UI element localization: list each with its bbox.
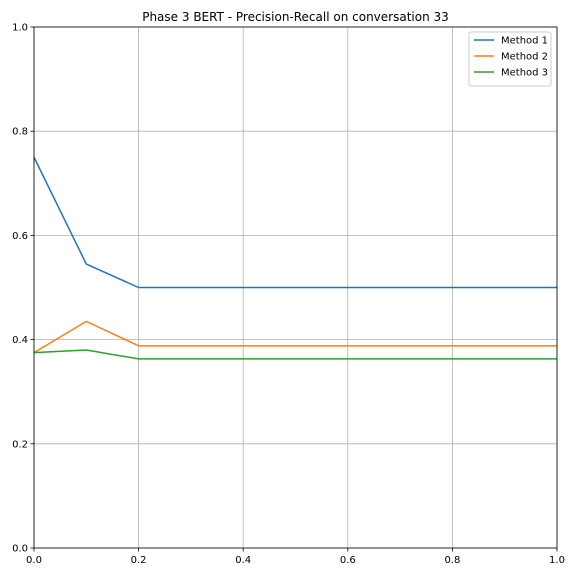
series-line-3: [33, 349, 557, 360]
series-line-2: [33, 320, 557, 354]
series-lines: [33, 156, 557, 360]
plot-frame: [33, 26, 558, 549]
y-tick-label: 0.8: [12, 127, 28, 138]
legend-label: Method 2: [501, 52, 548, 63]
chart-title: Phase 3 BERT - Precision-Recall on conve…: [142, 10, 449, 24]
axis-ticks: 0.0 0.2 0.4 0.6 0.8 1.0 0.0 0.2 0.4 0.6 0.8 1.0: [12, 23, 565, 567]
y-tick-label: 0.0: [12, 544, 28, 555]
x-tick-label: 1.0: [549, 555, 565, 566]
y-tick-label: 1.0: [12, 23, 28, 34]
x-tick-label: 0.8: [444, 555, 460, 566]
x-tick-label: 0.6: [340, 555, 356, 566]
x-tick-label: 0.0: [26, 555, 42, 566]
legend-label: Method 3: [501, 68, 548, 79]
series-line-1: [33, 156, 557, 289]
legend: Method 1 Method 2 Method 3: [468, 31, 552, 87]
y-tick-label: 0.4: [12, 335, 28, 346]
x-tick-label: 0.4: [235, 555, 251, 566]
y-tick-label: 0.2: [12, 439, 28, 450]
x-tick-label: 0.2: [131, 555, 147, 566]
legend-label: Method 1: [501, 36, 548, 47]
y-tick-label: 0.6: [12, 231, 28, 242]
